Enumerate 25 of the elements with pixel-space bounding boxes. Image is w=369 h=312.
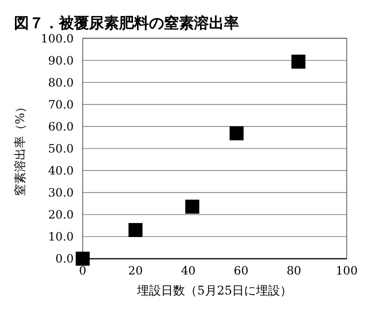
x-tick-label: 20 (128, 264, 143, 278)
point (185, 200, 200, 214)
point (291, 54, 306, 69)
chart-title: 図７．被覆尿素肥料の窒素溶出率 (14, 14, 239, 32)
y-tick-label: 0.0 (55, 252, 74, 266)
y-axis-title: 窒素溶出率（%） (13, 100, 27, 196)
y-tick-label: 90.0 (48, 53, 74, 68)
point (128, 223, 142, 238)
y-tick-label: 100.0 (40, 31, 74, 46)
x-tick-label: 0 (79, 264, 86, 278)
y-tick-label: 50.0 (48, 142, 74, 156)
y-tick-label: 20.0 (48, 208, 74, 222)
y-tick-label: 30.0 (48, 186, 74, 200)
x-tick-label: 80 (286, 264, 302, 278)
y-tick-label: 80.0 (48, 75, 74, 90)
point (76, 252, 90, 266)
x-axis-title: 埋設日数（5月25日に埋設） (136, 284, 292, 298)
y-tick-label: 70.0 (48, 97, 74, 112)
x-tick-label: 100 (336, 264, 358, 278)
y-tick-label: 40.0 (48, 164, 74, 178)
x-tick-label: 40 (180, 264, 196, 278)
point (230, 126, 244, 140)
y-tick-label: 10.0 (48, 230, 74, 244)
y-tick-label: 60.0 (48, 119, 74, 134)
x-tick-label: 60 (234, 264, 248, 278)
